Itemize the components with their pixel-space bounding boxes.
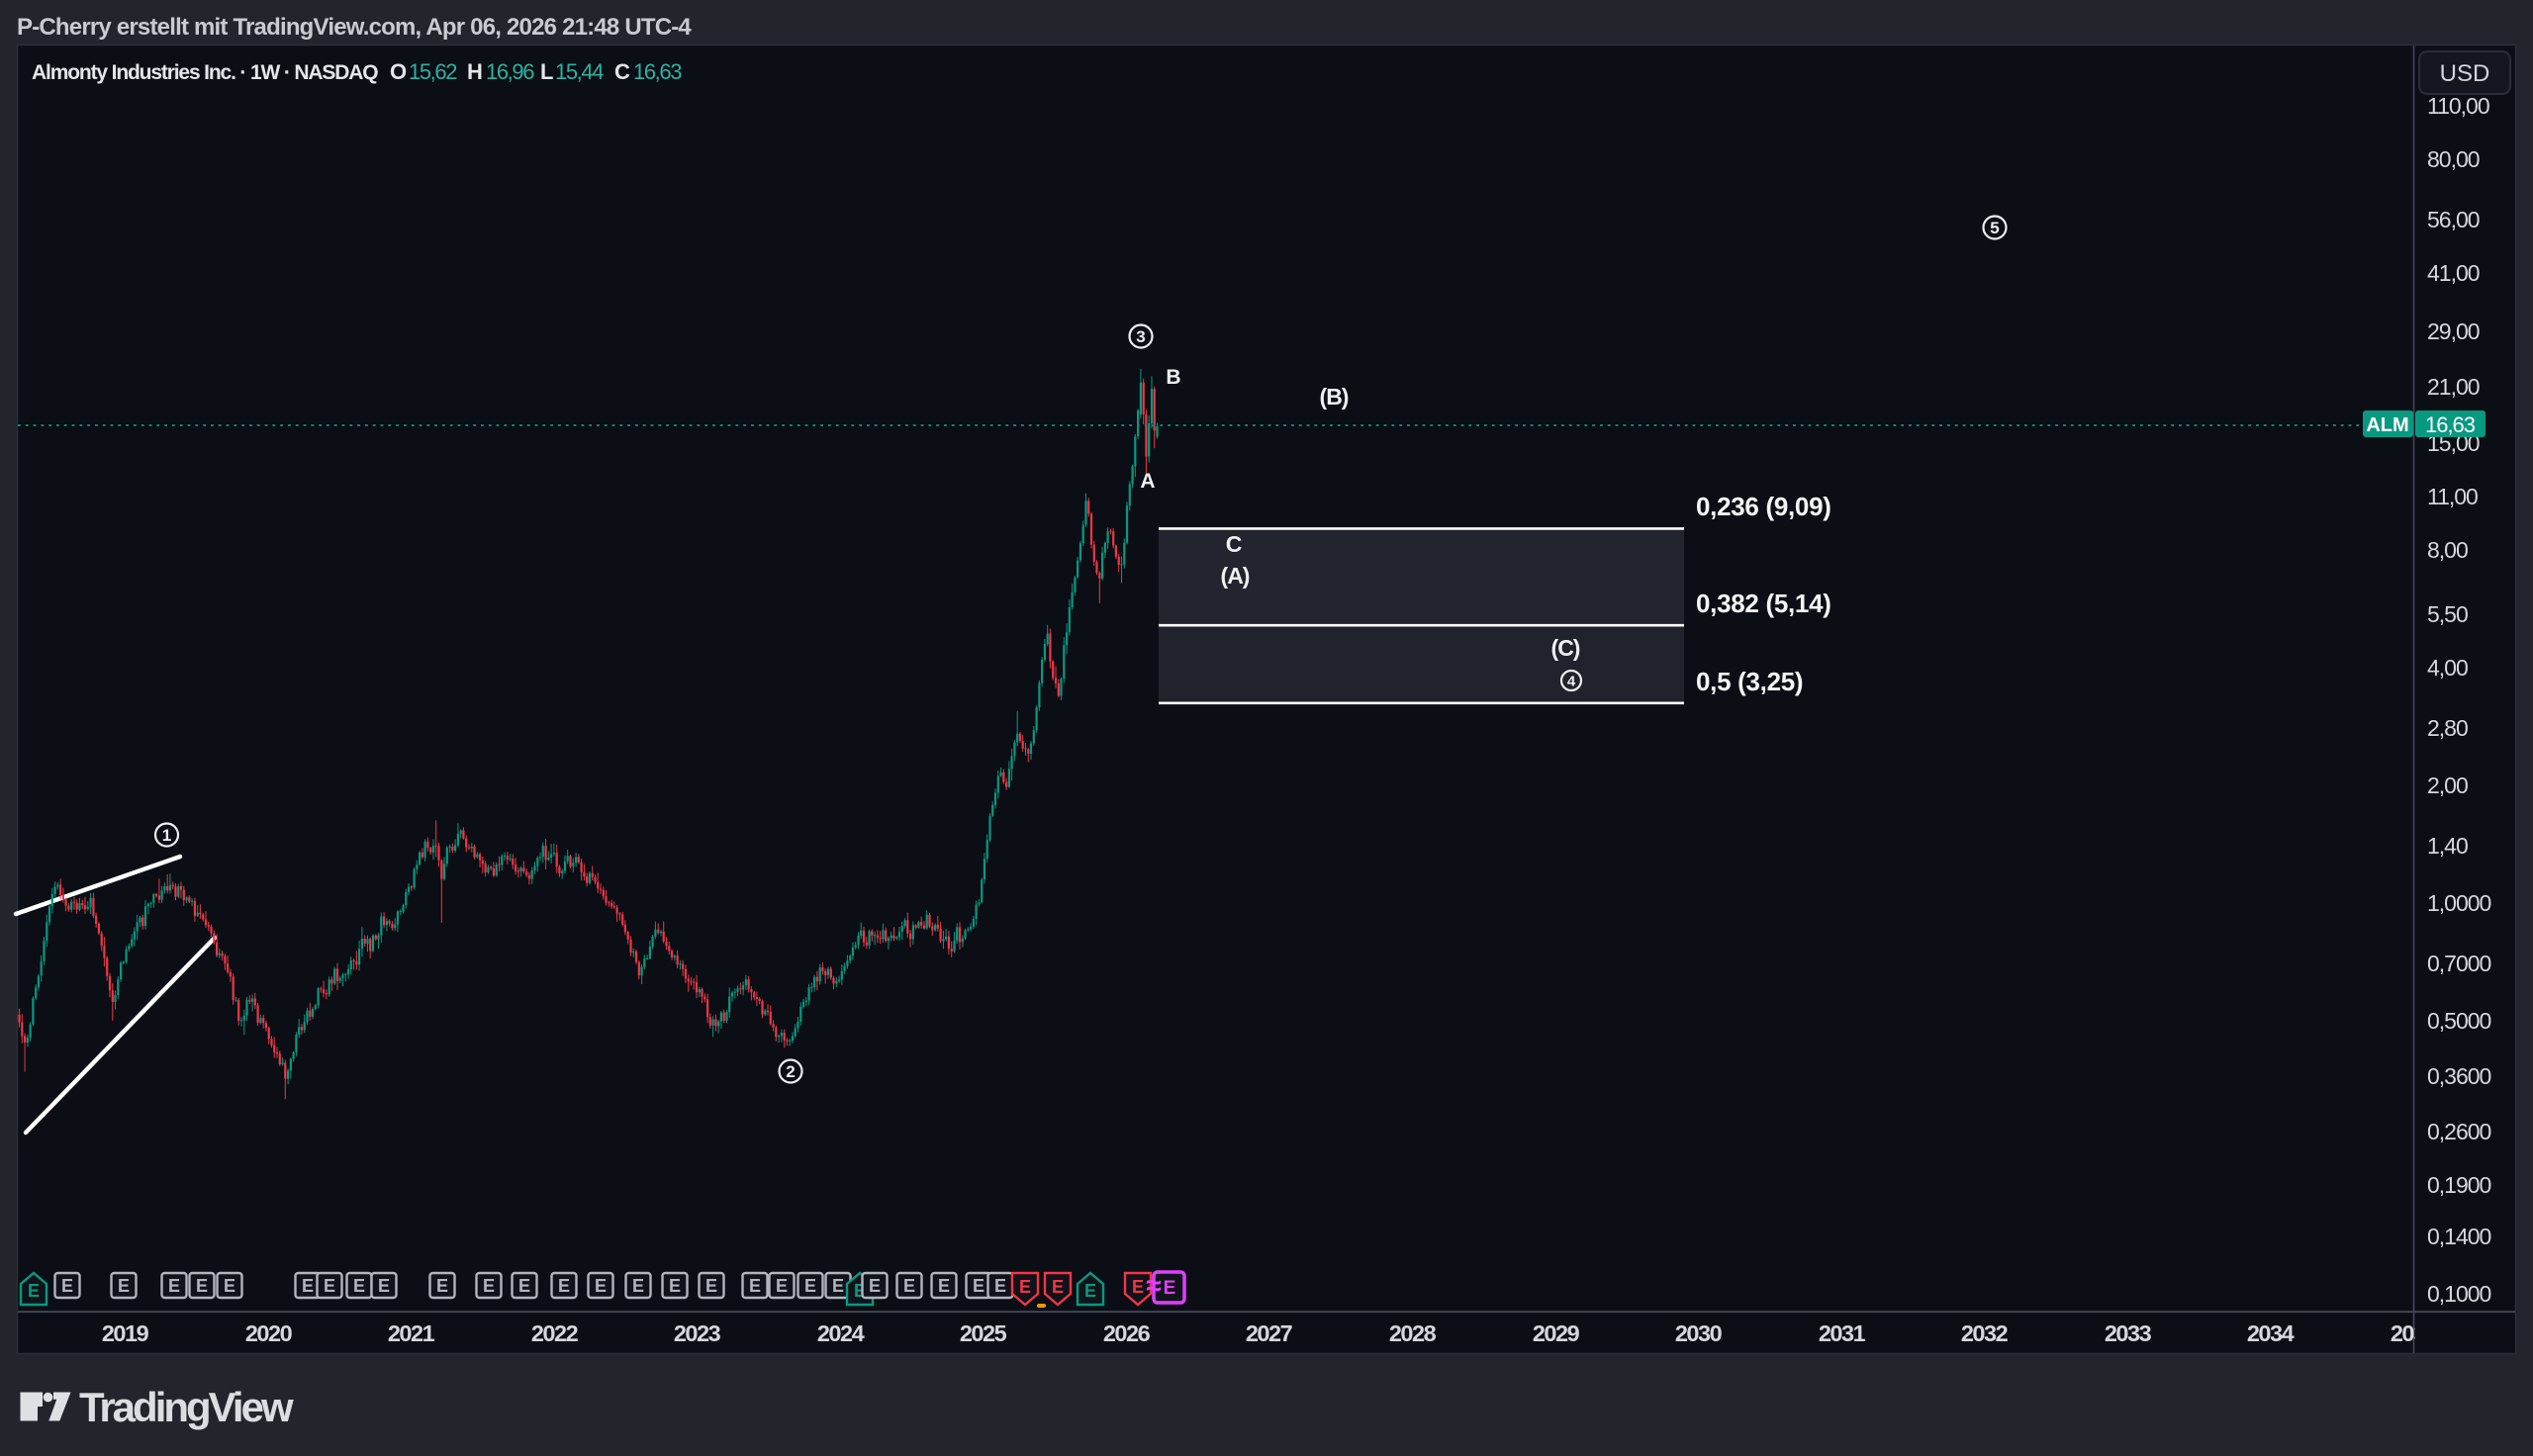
svg-text:L: L [540, 59, 553, 84]
svg-text:2032: 2032 [1961, 1320, 2009, 1346]
svg-text:5,50: 5,50 [2427, 601, 2468, 627]
svg-text:1,0000: 1,0000 [2427, 890, 2491, 916]
svg-text:5: 5 [1990, 219, 1999, 237]
svg-text:C: C [1226, 531, 1243, 557]
svg-text:E: E [324, 1276, 335, 1296]
svg-text:2029: 2029 [1533, 1320, 1580, 1346]
svg-text:E: E [705, 1276, 717, 1296]
svg-text:1,40: 1,40 [2427, 833, 2468, 859]
svg-text:E: E [353, 1276, 365, 1296]
svg-text:2022: 2022 [531, 1320, 579, 1346]
svg-text:P-Cherry erstellt mit TradingV: P-Cherry erstellt mit TradingView.com, A… [17, 14, 692, 41]
svg-text:E: E [1052, 1277, 1064, 1297]
svg-text:E: E [595, 1276, 607, 1296]
svg-text:Almonty Industries Inc. · 1W ·: Almonty Industries Inc. · 1W · NASDAQ [32, 61, 378, 84]
svg-text:11,00: 11,00 [2427, 484, 2478, 509]
svg-text:1: 1 [162, 826, 171, 845]
svg-text:15,44: 15,44 [555, 59, 604, 84]
svg-text:0,5000: 0,5000 [2427, 1008, 2491, 1034]
svg-text:E: E [632, 1276, 644, 1296]
svg-text:B: B [1166, 366, 1180, 389]
svg-text:E: E [973, 1276, 985, 1296]
svg-text:80,00: 80,00 [2427, 146, 2480, 172]
svg-text:A: A [1140, 470, 1155, 493]
svg-text:C: C [614, 59, 630, 84]
svg-text:2: 2 [786, 1062, 795, 1081]
svg-text:E: E [483, 1276, 495, 1296]
svg-text:(C): (C) [1551, 635, 1580, 661]
svg-text:0,1000: 0,1000 [2427, 1281, 2491, 1307]
svg-text:H: H [467, 59, 483, 84]
svg-text:E: E [804, 1276, 816, 1296]
svg-text:ALM: ALM [2366, 414, 2408, 436]
svg-text:E: E [196, 1276, 208, 1296]
svg-text:2031: 2031 [1819, 1320, 1866, 1346]
svg-text:0,7000: 0,7000 [2427, 951, 2491, 976]
svg-text:E: E [224, 1276, 235, 1296]
svg-text:2021: 2021 [388, 1320, 435, 1346]
svg-text:21,00: 21,00 [2427, 374, 2480, 400]
svg-text:2028: 2028 [1389, 1320, 1437, 1346]
svg-text:E: E [938, 1276, 950, 1296]
svg-text:E: E [1084, 1281, 1096, 1301]
svg-text:0,3600: 0,3600 [2427, 1063, 2491, 1089]
svg-text:110,00: 110,00 [2427, 93, 2489, 119]
svg-text:(B): (B) [1320, 384, 1349, 410]
svg-text:E: E [869, 1276, 881, 1296]
svg-text:29,00: 29,00 [2427, 318, 2480, 344]
svg-text:E: E [669, 1276, 681, 1296]
svg-text:E: E [28, 1281, 40, 1301]
svg-text:3: 3 [1136, 327, 1145, 346]
svg-text:E: E [558, 1276, 570, 1296]
svg-text:16,63: 16,63 [633, 59, 682, 84]
svg-text:2023: 2023 [674, 1320, 721, 1346]
svg-text:E: E [118, 1276, 130, 1296]
svg-text:8,00: 8,00 [2427, 537, 2468, 563]
svg-text:E: E [994, 1276, 1006, 1296]
svg-text:O: O [390, 59, 407, 84]
svg-text:E: E [168, 1276, 180, 1296]
svg-text:2035: 2035 [2391, 1320, 2438, 1346]
svg-text:56,00: 56,00 [2427, 207, 2480, 232]
svg-text:2,00: 2,00 [2427, 773, 2468, 798]
svg-text:E: E [61, 1276, 73, 1296]
svg-text:2024: 2024 [817, 1320, 865, 1346]
svg-text:E: E [832, 1276, 844, 1296]
svg-text:E: E [903, 1276, 915, 1296]
svg-text:16,96: 16,96 [486, 59, 534, 84]
svg-text:E: E [1164, 1278, 1176, 1299]
svg-text:0,2600: 0,2600 [2427, 1119, 2491, 1144]
svg-text:0,1900: 0,1900 [2427, 1172, 2491, 1198]
svg-text:16,63: 16,63 [2425, 412, 2476, 437]
svg-text:2033: 2033 [2105, 1320, 2152, 1346]
svg-text:E: E [776, 1276, 788, 1296]
svg-text:E: E [378, 1276, 390, 1296]
svg-text:2019: 2019 [102, 1320, 149, 1346]
svg-text:USD: USD [2440, 60, 2490, 87]
svg-text:2030: 2030 [1675, 1320, 1723, 1346]
svg-text:0,5 (3,25): 0,5 (3,25) [1696, 667, 1803, 696]
svg-text:E: E [1019, 1277, 1031, 1297]
svg-text:0,236 (9,09): 0,236 (9,09) [1696, 492, 1831, 521]
svg-text:41,00: 41,00 [2427, 260, 2480, 286]
svg-text:2020: 2020 [245, 1320, 293, 1346]
svg-text:E: E [1132, 1277, 1144, 1297]
svg-text:E: E [518, 1276, 530, 1296]
svg-text:0,1400: 0,1400 [2427, 1224, 2491, 1249]
svg-text:E: E [436, 1276, 448, 1296]
svg-text:0,382 (5,14): 0,382 (5,14) [1696, 589, 1831, 618]
svg-text:2025: 2025 [960, 1320, 1007, 1346]
svg-text:E: E [302, 1276, 314, 1296]
svg-text:2026: 2026 [1103, 1320, 1151, 1346]
svg-text:4: 4 [1567, 673, 1576, 689]
svg-text:(A): (A) [1221, 563, 1250, 589]
svg-text:TradingView: TradingView [79, 1384, 294, 1430]
svg-text:≈: ≈ [1146, 1270, 1161, 1301]
svg-text:2,80: 2,80 [2427, 715, 2468, 741]
svg-text:2027: 2027 [1246, 1320, 1293, 1346]
svg-text:2034: 2034 [2247, 1320, 2295, 1346]
svg-text:15,62: 15,62 [409, 59, 457, 84]
svg-text:E: E [749, 1276, 761, 1296]
svg-text:4,00: 4,00 [2427, 655, 2468, 681]
